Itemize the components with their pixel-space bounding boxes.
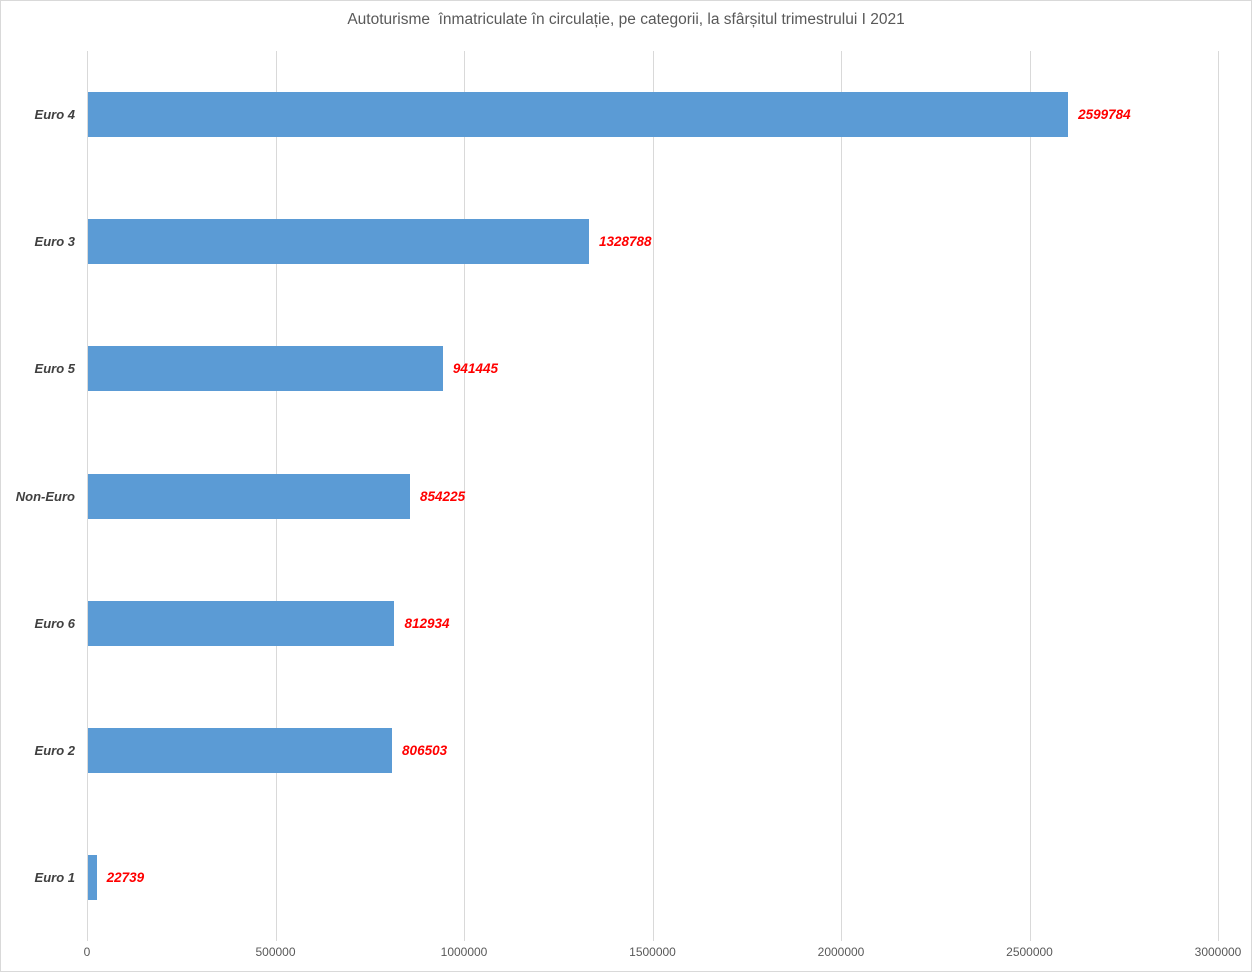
bar-euro-6	[88, 600, 395, 646]
bar-euro-4	[88, 92, 1069, 138]
bar-value-label: 22739	[106, 869, 145, 885]
x-axis-tick-label: 1000000	[440, 945, 488, 959]
gridline	[841, 51, 842, 941]
x-axis-tick-label: 500000	[255, 945, 296, 959]
y-axis-line	[87, 51, 88, 941]
category-label: Euro 4	[34, 107, 75, 123]
bar-value-label: 1328788	[598, 234, 652, 250]
bar-euro-5	[88, 346, 443, 392]
x-axis-tick-label: 1500000	[629, 945, 676, 959]
gridline	[652, 51, 654, 941]
gridline	[1218, 51, 1219, 941]
x-axis-tick-label: 3000000	[1194, 945, 1242, 959]
x-axis: 0 500000 1000000 1500000 2000000 2500000 30000…	[1, 945, 1251, 965]
category-label: Euro 6	[34, 615, 75, 631]
category-label: Euro 3	[34, 234, 75, 250]
bar-value-label: 806503	[402, 742, 448, 758]
gridline	[1029, 51, 1031, 941]
category-label: Non-Euro	[15, 488, 75, 504]
plot-area: 2599784 1328788 941445 854225 812934 806503 22…	[87, 51, 1219, 941]
gridline	[464, 51, 465, 941]
bar-non-euro	[88, 473, 411, 519]
y-axis-category-labels: Euro 4 Euro 3 Euro 5 Non-Euro Euro 6 Euro 2 Eu…	[1, 51, 75, 941]
bar-value-label: 854225	[420, 488, 466, 504]
bar-euro-1	[88, 854, 97, 900]
category-label: Euro 1	[34, 869, 75, 885]
chart-title: Autoturisme înmatriculate în circulație,…	[347, 11, 905, 28]
x-axis-tick-label: 2500000	[1006, 945, 1053, 959]
category-label: Euro 5	[34, 361, 75, 377]
bar-euro-3	[88, 219, 589, 265]
bar-value-label: 812934	[404, 615, 450, 631]
x-axis-tick-label: 0	[83, 945, 91, 959]
x-axis-tick-label: 2000000	[817, 945, 865, 959]
category-label: Euro 2	[34, 742, 75, 758]
bar-value-label: 2599784	[1078, 107, 1131, 123]
bar-value-label: 941445	[452, 361, 498, 377]
bar-euro-2	[88, 727, 393, 773]
